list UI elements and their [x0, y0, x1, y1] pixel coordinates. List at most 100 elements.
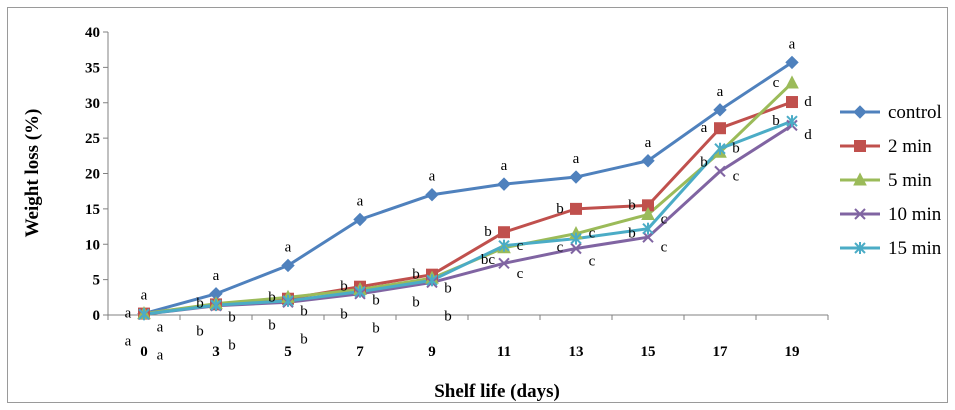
- series-lines: [143, 61, 794, 316]
- series-markers: [137, 55, 799, 321]
- significance-letter: b: [372, 321, 380, 337]
- legend-marker: [854, 140, 866, 152]
- significance-letter: a: [645, 135, 652, 151]
- significance-letters: aaaaaabbbbabbbbabbbbabbbbabcbccabcccabcb…: [125, 36, 813, 363]
- data-point-0: [641, 154, 655, 168]
- significance-letter: b: [340, 307, 348, 323]
- significance-letter: c: [661, 239, 668, 255]
- data-point-4: [498, 239, 510, 252]
- significance-letter: a: [717, 84, 724, 100]
- significance-letter: b: [444, 309, 452, 325]
- marker-stroke: [714, 165, 726, 178]
- y-tick-label: 15: [85, 202, 100, 218]
- y-tick-label: 0: [93, 308, 101, 324]
- significance-letter: c: [557, 240, 564, 256]
- data-point-0: [713, 103, 727, 117]
- significance-letter: b: [412, 295, 420, 311]
- series-line-4: [143, 119, 793, 316]
- significance-letter: b: [700, 155, 708, 171]
- significance-letter: b: [196, 324, 204, 340]
- data-point-4: [138, 308, 150, 321]
- legend-label: 2 min: [888, 136, 932, 157]
- data-point-1: [714, 122, 726, 135]
- legend-marker: [854, 242, 866, 254]
- significance-letter: b: [772, 113, 780, 129]
- x-tick-label: 7: [356, 344, 364, 360]
- significance-letter: c: [773, 75, 780, 91]
- legend-marker: [854, 208, 866, 220]
- significance-letter: b: [268, 317, 276, 333]
- significance-letter: a: [125, 306, 132, 322]
- significance-letter: a: [213, 268, 220, 284]
- significance-letter: b: [300, 331, 308, 347]
- significance-letter: b: [732, 141, 740, 157]
- data-point-0: [785, 55, 799, 70]
- significance-letter: b: [444, 281, 452, 297]
- x-axis-title: Shelf life (days): [434, 381, 560, 402]
- significance-letter: c: [589, 226, 596, 242]
- y-axis-title: Weight loss (%): [22, 109, 43, 238]
- data-point-2: [785, 75, 799, 89]
- legend-marker: [853, 172, 867, 186]
- data-point-3: [642, 231, 654, 243]
- legend: control 2 min 5 min 10 min 15 min: [840, 102, 942, 259]
- x-tick-label: 9: [428, 344, 436, 360]
- marker-stroke: [498, 257, 510, 270]
- x-tick-label: 11: [497, 344, 511, 360]
- significance-letter: bc: [481, 252, 496, 268]
- significance-letter: b: [372, 293, 380, 309]
- significance-letter: b: [300, 303, 308, 319]
- significance-letter: d: [804, 94, 812, 110]
- significance-letter: a: [357, 193, 364, 209]
- data-point-4: [714, 142, 726, 155]
- significance-letter: a: [701, 120, 708, 136]
- data-point-4: [786, 115, 798, 128]
- significance-letter: d: [804, 127, 812, 143]
- significance-letter: c: [517, 238, 524, 254]
- chart-frame: [7, 7, 948, 403]
- y-tick-label: 25: [85, 131, 100, 147]
- x-tick-label: 17: [713, 344, 729, 360]
- significance-letter: c: [589, 254, 596, 270]
- significance-letter: b: [412, 267, 420, 283]
- significance-letter: b: [484, 224, 492, 240]
- significance-letter: a: [141, 288, 148, 304]
- x-tick-labels: 0 3 5 7 9 11 13 15 17 19: [140, 344, 799, 360]
- data-point-1: [570, 202, 582, 215]
- data-point-4: [210, 299, 222, 312]
- significance-letter: a: [501, 158, 508, 174]
- series-line-1: [143, 100, 793, 316]
- significance-letter: b: [268, 289, 276, 305]
- legend-label: 5 min: [888, 170, 932, 191]
- legend-label: control: [888, 102, 942, 123]
- significance-letter: b: [196, 296, 204, 312]
- significance-letter: b: [228, 310, 236, 326]
- axes: [103, 31, 829, 320]
- significance-letter: b: [228, 338, 236, 354]
- y-tick-label: 35: [85, 60, 100, 76]
- significance-letter: c: [517, 266, 524, 282]
- data-point-1: [498, 226, 510, 239]
- data-point-4: [282, 294, 294, 307]
- marker-stroke: [570, 242, 582, 255]
- data-point-4: [354, 285, 366, 298]
- legend-label: 10 min: [888, 204, 942, 225]
- data-point-0: [497, 177, 511, 191]
- significance-letter: b: [628, 197, 636, 213]
- data-point-0: [569, 170, 583, 184]
- significance-letter: a: [285, 239, 292, 255]
- significance-letter: a: [157, 348, 164, 364]
- legend-label: 15 min: [888, 238, 942, 259]
- y-tick-label: 30: [85, 96, 100, 112]
- significance-letter: a: [125, 334, 132, 350]
- data-point-0: [425, 188, 439, 202]
- marker-stroke: [854, 208, 866, 220]
- x-tick-label: 5: [284, 344, 292, 360]
- y-tick-label: 20: [85, 167, 100, 183]
- x-tick-label: 13: [569, 344, 584, 360]
- significance-letter: a: [157, 320, 164, 336]
- data-point-3: [570, 242, 582, 255]
- series-line-0: [143, 61, 793, 316]
- significance-letter: a: [789, 36, 796, 52]
